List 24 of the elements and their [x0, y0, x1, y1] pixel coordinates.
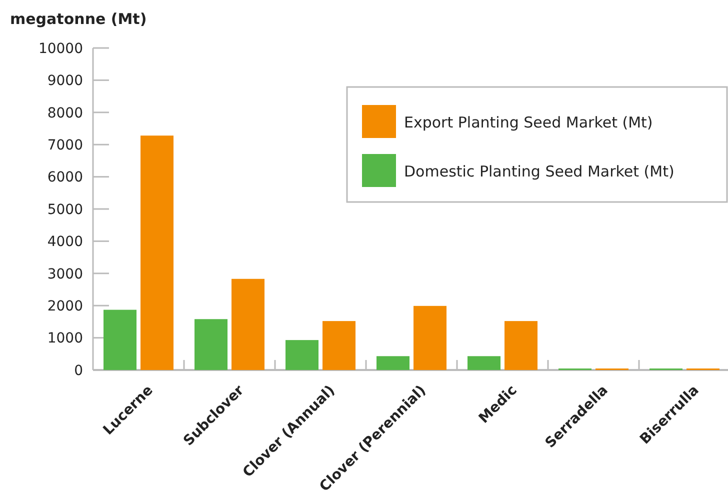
- y-tick-label: 2000: [47, 298, 83, 314]
- y-tick-label: 6000: [47, 170, 83, 186]
- bar: [140, 136, 174, 370]
- bar: [232, 278, 264, 370]
- y-tick-label: 4000: [47, 234, 83, 250]
- bar: [376, 356, 410, 370]
- legend-label: Export Planting Seed Market (Mt): [404, 113, 653, 132]
- y-axis-title: megatonne (Mt): [10, 10, 147, 28]
- bar: [286, 340, 318, 370]
- y-tick-label: 8000: [47, 105, 83, 122]
- bar: [322, 321, 356, 370]
- bar: [194, 319, 228, 370]
- bar: [414, 306, 446, 370]
- bar: [468, 356, 500, 370]
- legend-label: Domestic Planting Seed Market (Mt): [404, 162, 674, 180]
- y-tick-label: 9000: [47, 73, 83, 90]
- bar: [104, 310, 136, 370]
- y-tick-label: 1000: [47, 330, 83, 347]
- y-tick-label: 5000: [47, 202, 83, 218]
- y-tick-label: 7000: [47, 138, 83, 154]
- y-tick-label: 0: [74, 362, 83, 379]
- bar: [504, 321, 538, 370]
- y-tick-label: 3000: [47, 266, 83, 282]
- y-tick-label: 10000: [38, 40, 83, 57]
